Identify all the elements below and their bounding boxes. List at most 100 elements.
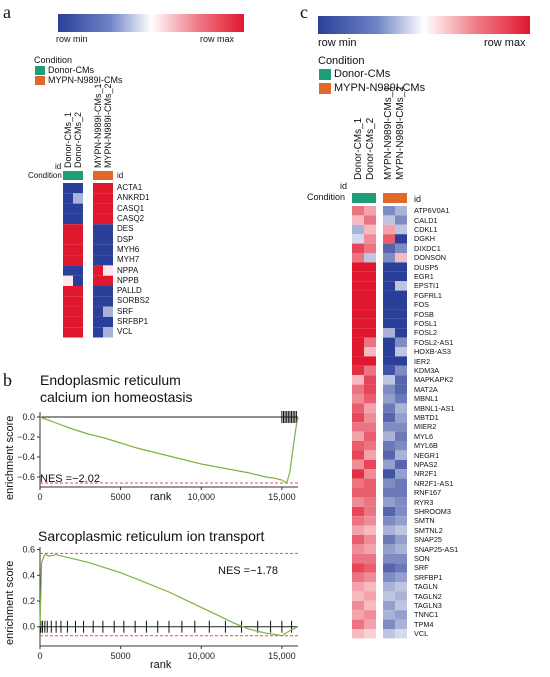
heatmap-cell <box>364 582 376 592</box>
x-tick-label: 15,000 <box>268 492 296 502</box>
heatmap-cell <box>103 255 113 266</box>
heatmap-cell <box>395 253 407 263</box>
heatmap-cell <box>103 275 113 286</box>
gene-label: IER2 <box>414 356 431 366</box>
gsea1-xlabel: rank <box>150 491 172 503</box>
heatmap-cell <box>364 563 376 573</box>
heatmap-cell <box>103 316 113 328</box>
heatmap-cell <box>352 290 364 300</box>
heatmap-cell <box>383 375 395 385</box>
heatmap-cell <box>383 488 395 498</box>
heatmap-cell <box>93 244 103 256</box>
heatmap-cell <box>364 525 376 535</box>
heatmap-cell <box>395 281 407 291</box>
heatmap-cell <box>383 215 395 225</box>
heatmap-cell <box>383 535 395 545</box>
heatmap-cell <box>352 610 364 620</box>
heatmap-cell <box>383 600 395 611</box>
gene-label: MIER2 <box>414 422 437 432</box>
heatmap-cell <box>395 572 407 582</box>
heatmap-cell <box>395 422 407 432</box>
heatmap-cell <box>93 234 103 245</box>
heatmap-cell <box>352 403 364 413</box>
heatmap-cell <box>73 296 83 307</box>
heatmap-cell <box>364 281 376 291</box>
heatmap-cell <box>364 516 376 526</box>
gsea1-annotation: NES =−2.02 <box>40 473 100 485</box>
heatmap-cell <box>395 337 407 347</box>
heatmap-cell <box>352 384 364 394</box>
heatmap-cell <box>103 327 113 338</box>
gene-label: MBTD1 <box>414 412 439 422</box>
heatmap-cell <box>395 224 407 235</box>
heatmap-cell <box>352 544 364 554</box>
heatmap-cell <box>352 525 364 535</box>
heatmap-cell <box>364 290 376 300</box>
heatmap-cell <box>93 275 103 286</box>
condition-cell-1 <box>63 171 73 180</box>
gene-label: TAGLN3 <box>414 600 442 610</box>
scale-max-label-c: row max <box>484 37 526 49</box>
heatmap-cell <box>364 234 376 244</box>
gene-label: ANKRD1 <box>117 193 150 203</box>
heatmap-cell <box>364 403 376 413</box>
heatmap-cell <box>352 535 364 545</box>
heatmap-cell <box>383 582 395 592</box>
gene-label: SRF <box>117 306 133 316</box>
heatmap-cell <box>352 553 364 564</box>
y-tick-label: 0.0 <box>22 622 35 632</box>
gene-label: ACTA1 <box>117 183 143 193</box>
heatmap-cell <box>93 296 103 307</box>
heatmap-cell <box>352 347 364 357</box>
scale-min-label-c: row min <box>318 37 357 49</box>
legend-donor-a: Donor-CMs <box>48 65 95 75</box>
gene-label: SMTN <box>414 516 435 526</box>
legend-key-donor-c <box>319 69 331 80</box>
heatmap-cell <box>103 286 113 297</box>
heatmap-cell <box>352 422 364 432</box>
heatmap-cell <box>383 318 395 329</box>
heatmap-cell <box>364 347 376 357</box>
heatmap-cell <box>352 271 364 282</box>
heatmap-cell <box>93 327 103 338</box>
gene-label: PALLD <box>117 286 142 296</box>
condition-cell-2 <box>73 171 83 180</box>
gene-label: DUSP5 <box>414 262 439 272</box>
gene-label: FOSL2 <box>414 328 438 338</box>
heatmap-cell <box>395 553 407 564</box>
heatmap-cell <box>352 582 364 592</box>
heatmap-cell <box>383 450 395 460</box>
condition-cell-3 <box>383 193 395 203</box>
heatmap-cell <box>383 347 395 357</box>
heatmap-cell <box>395 394 407 404</box>
y-tick-label: 0.2 <box>22 596 35 606</box>
heatmap-cell <box>395 412 407 423</box>
heatmap-cell <box>352 262 364 272</box>
gene-label: MYL6B <box>414 441 438 451</box>
heatmap-cell <box>63 224 73 235</box>
gene-label: MAT2A <box>414 384 438 394</box>
heatmap-cell <box>103 203 113 214</box>
id-label-c: id <box>414 194 422 204</box>
heatmap-cell <box>352 619 364 629</box>
heatmap-cell <box>352 497 364 507</box>
heatmap-cell <box>395 347 407 357</box>
gene-label: NR2F1 <box>414 469 438 479</box>
heatmap-cell <box>383 441 395 451</box>
heatmap-cell <box>395 506 407 517</box>
heatmap-cell <box>383 365 395 376</box>
heatmap-cell <box>73 244 83 256</box>
heatmap-cell <box>63 265 73 276</box>
heatmap-cell <box>93 213 103 225</box>
heatmap-cell <box>364 337 376 347</box>
legend-key-mutant-a <box>35 76 45 85</box>
heatmap-cell <box>395 318 407 329</box>
heatmap-cell <box>103 296 113 307</box>
x-tick-label: 10,000 <box>187 651 215 661</box>
x-tick-label: 5000 <box>111 492 131 502</box>
heatmap-cell <box>364 224 376 235</box>
legend-key-donor-a <box>35 66 45 75</box>
gene-label: FGFRL1 <box>414 290 442 300</box>
heatmap-cell <box>395 600 407 611</box>
id-label-a: id <box>117 171 124 180</box>
